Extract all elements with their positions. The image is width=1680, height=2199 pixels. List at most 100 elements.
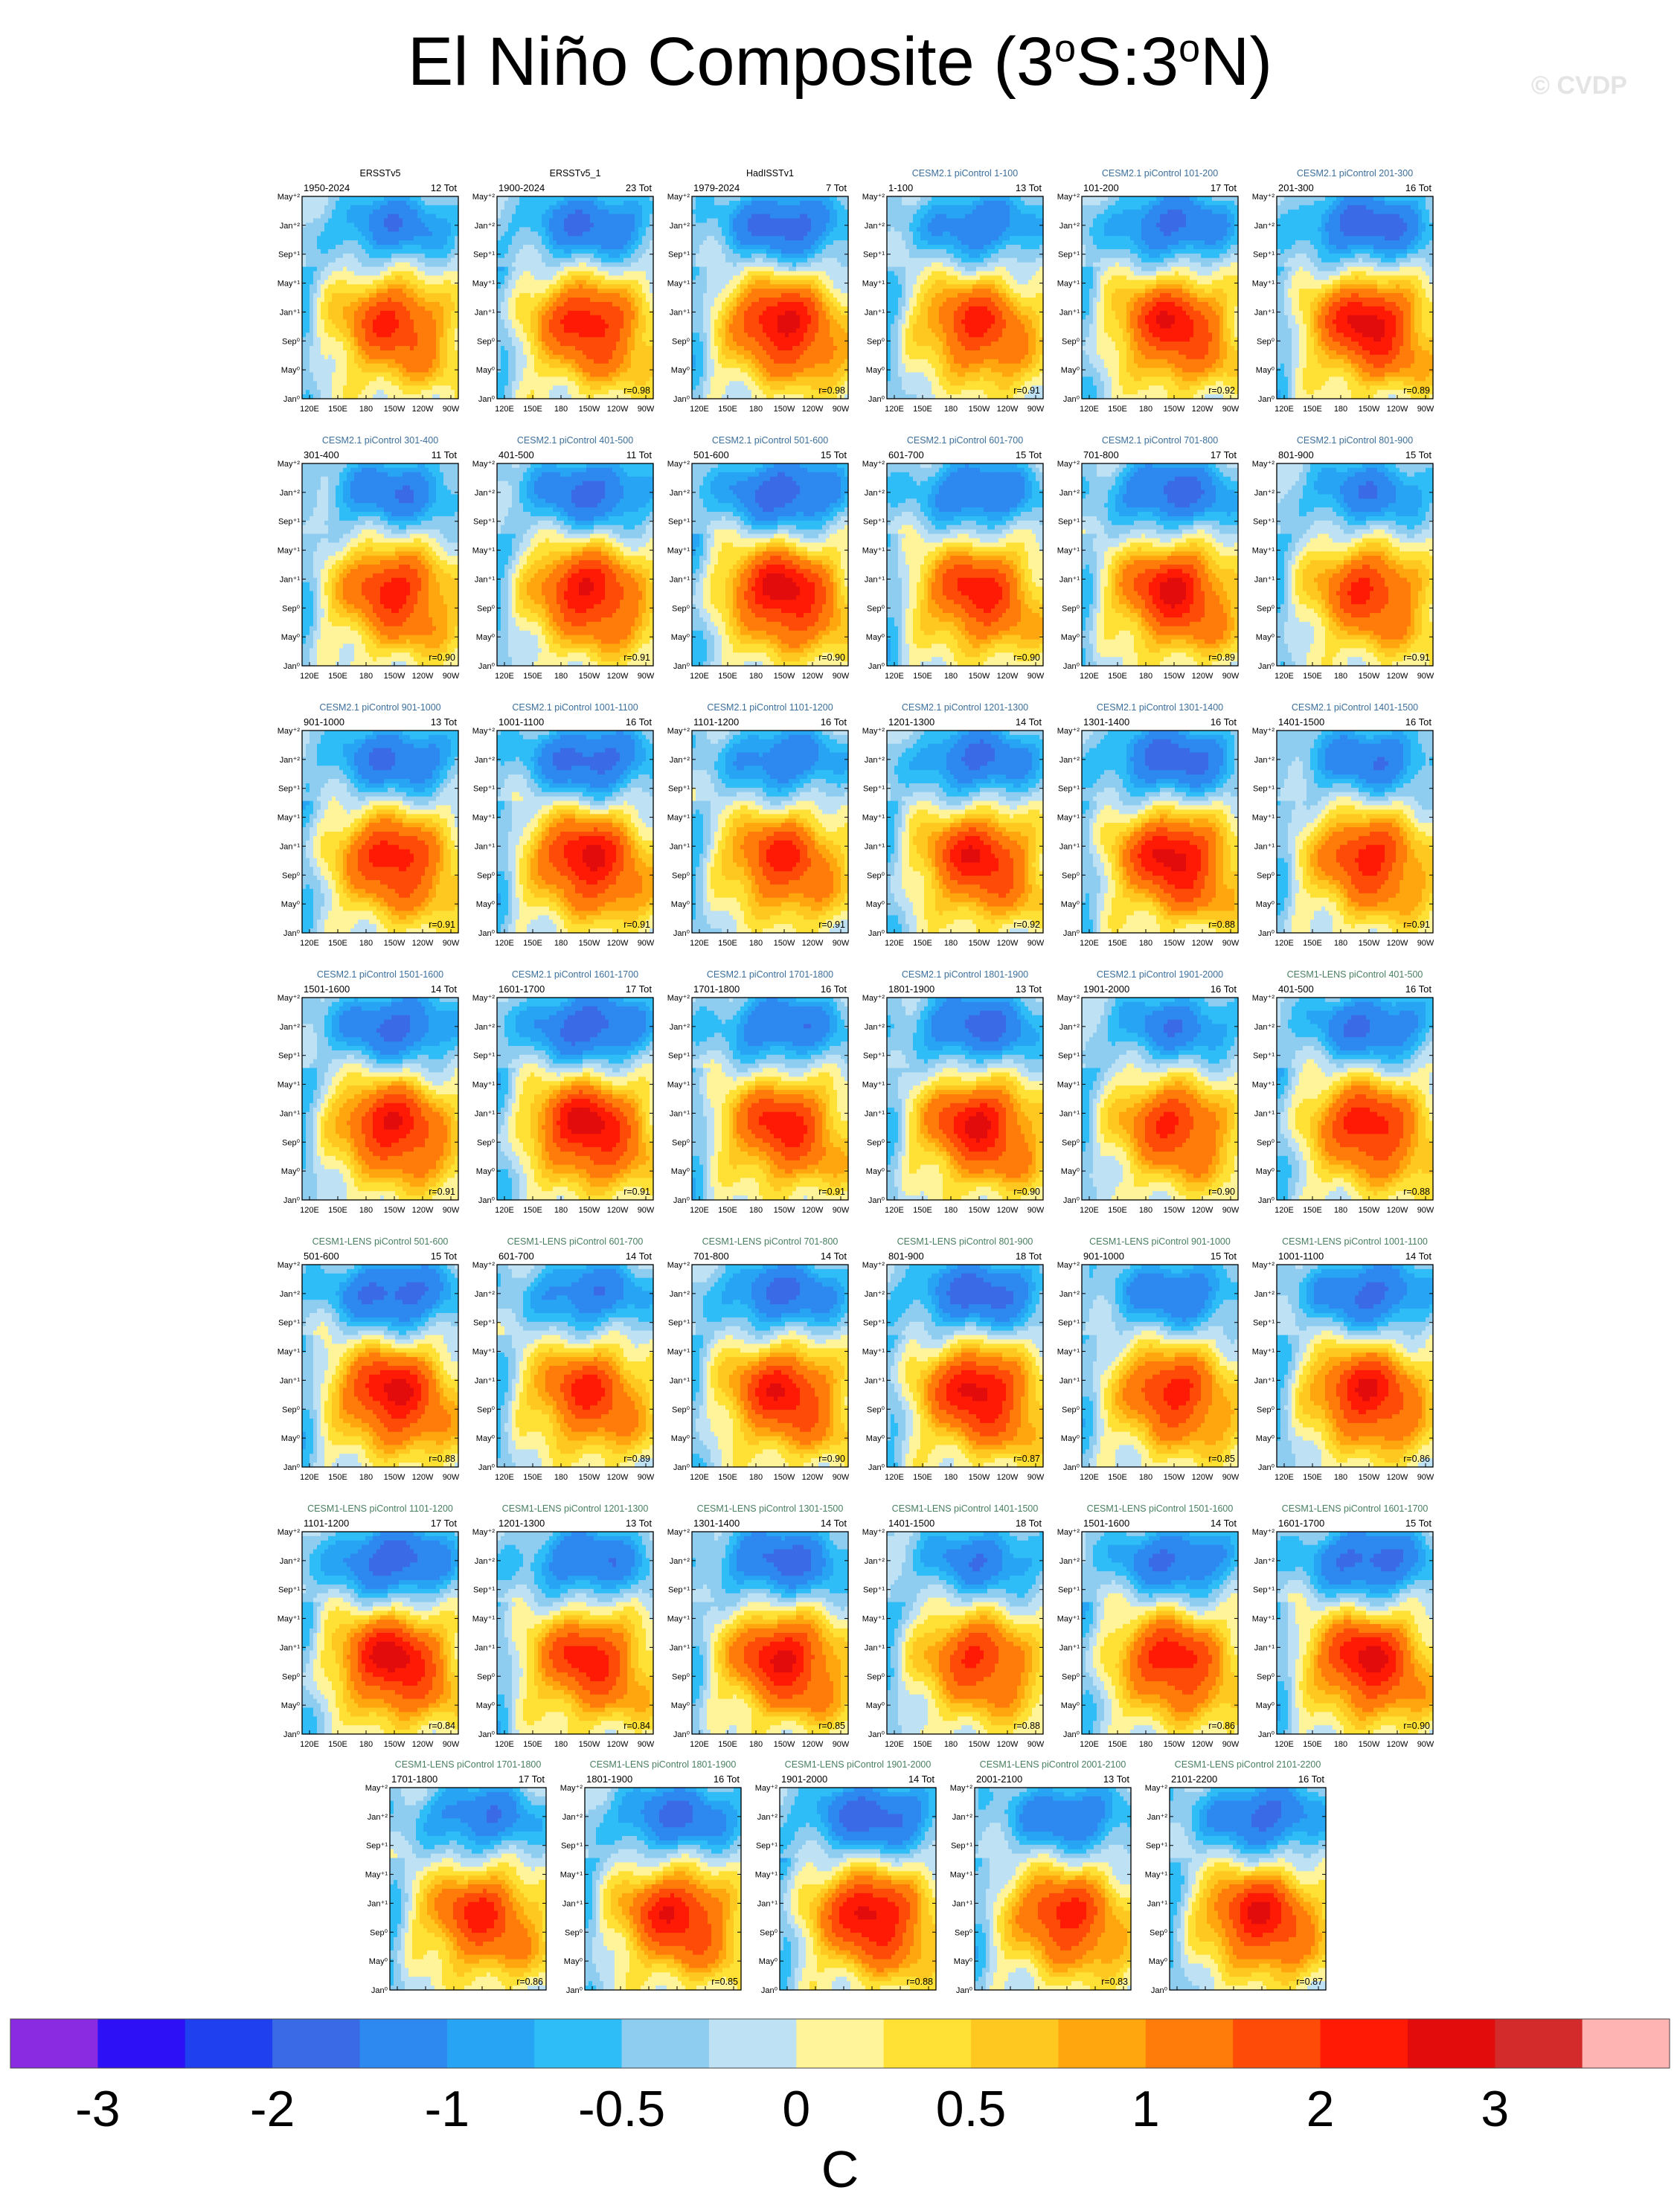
heatmap-cell [343, 320, 347, 325]
heatmap-cell [362, 263, 366, 268]
heatmap-cell [376, 258, 381, 263]
heatmap-cell [403, 254, 407, 259]
heatmap-cell [358, 293, 362, 298]
heatmap-cell [391, 214, 396, 219]
heatmap-cell [384, 324, 388, 329]
heatmap-cell [384, 214, 388, 219]
heatmap-cell [406, 231, 411, 237]
heatmap-cell [380, 306, 385, 312]
heatmap-cell [421, 289, 426, 294]
heatmap-cell [443, 293, 448, 298]
heatmap-cell [362, 306, 366, 312]
heatmap-cell [347, 231, 351, 237]
heatmap-cell [306, 320, 310, 325]
heatmap-cell [447, 298, 452, 303]
heatmap-cell [358, 227, 362, 232]
heatmap-cell [332, 210, 336, 215]
heatmap-cell [391, 205, 396, 211]
heatmap-cell [414, 263, 418, 268]
heatmap-cell [339, 231, 344, 237]
heatmap-cell [362, 284, 366, 289]
heatmap-cell [399, 267, 403, 272]
heatmap-cell [350, 272, 355, 277]
heatmap-cell [306, 222, 310, 228]
heatmap-cell [365, 320, 370, 325]
heatmap-cell [347, 214, 351, 219]
heatmap-cell [339, 196, 344, 202]
heatmap-cell [425, 267, 429, 272]
heatmap-cell [343, 254, 347, 259]
heatmap-cell [373, 315, 377, 321]
heatmap-cell [440, 240, 444, 245]
heatmap-cell [384, 254, 388, 259]
heatmap-cell [395, 302, 400, 307]
heatmap-cell [414, 219, 418, 224]
heatmap-cell [336, 214, 340, 219]
heatmap-cell [310, 219, 314, 224]
heatmap-cell [306, 219, 310, 224]
heatmap-cell [302, 289, 307, 294]
heatmap-cell [332, 227, 336, 232]
heatmap-cell [310, 289, 314, 294]
heatmap-cell [440, 267, 444, 272]
heatmap-cell [443, 311, 448, 316]
heatmap-cell [447, 272, 452, 277]
heatmap-cell [403, 293, 407, 298]
heatmap-cell [399, 219, 403, 224]
heatmap-cell [313, 219, 318, 224]
heatmap-cell [421, 324, 426, 329]
heatmap-cell [421, 227, 426, 232]
heatmap-cell [324, 263, 329, 268]
heatmap-cell [380, 272, 385, 277]
heatmap-cell [432, 240, 437, 245]
heatmap-cell [391, 289, 396, 294]
heatmap-cell [429, 249, 433, 254]
heatmap-cell [347, 219, 351, 224]
heatmap-cell [406, 222, 411, 228]
heatmap-cell [343, 210, 347, 215]
heatmap-cell [373, 306, 377, 312]
heatmap-cell [369, 284, 373, 289]
heatmap-cell [421, 280, 426, 285]
heatmap-cell [403, 240, 407, 245]
heatmap-cell [380, 302, 385, 307]
heatmap-cell [347, 240, 351, 245]
heatmap-cell [414, 324, 418, 329]
heatmap-cell [432, 275, 437, 280]
heatmap-cell [373, 254, 377, 259]
heatmap-cell [421, 210, 426, 215]
heatmap-cell [350, 267, 355, 272]
heatmap-cell [429, 205, 433, 211]
heatmap-cell [429, 263, 433, 268]
heatmap-cell [451, 289, 455, 294]
heatmap-cell [302, 263, 307, 268]
heatmap-cell [350, 205, 355, 211]
heatmap-cell [336, 311, 340, 316]
heatmap-cell [324, 320, 329, 325]
heatmap-cell [358, 263, 362, 268]
heatmap-cell [310, 267, 314, 272]
heatmap-cell [358, 222, 362, 228]
heatmap-cell [406, 196, 411, 202]
heatmap-cell [317, 324, 321, 329]
heatmap-cell [339, 315, 344, 321]
heatmap-cell [354, 267, 359, 272]
heatmap-cell [436, 258, 440, 263]
heatmap-cell [324, 280, 329, 285]
heatmap-cell [380, 205, 385, 211]
heatmap-cell [373, 245, 377, 250]
heatmap-cell [332, 280, 336, 285]
heatmap-cell [447, 293, 452, 298]
heatmap-cell [321, 254, 325, 259]
heatmap-cell [339, 210, 344, 215]
heatmap-cell [417, 284, 422, 289]
heatmap-cell [343, 298, 347, 303]
heatmap-cell [369, 263, 373, 268]
heatmap-cell [332, 275, 336, 280]
heatmap-cell [425, 328, 429, 333]
heatmap-cell [373, 240, 377, 245]
heatmap-cell [429, 284, 433, 289]
heatmap-cell [429, 210, 433, 215]
heatmap-cell [440, 263, 444, 268]
heatmap-cell [403, 231, 407, 237]
